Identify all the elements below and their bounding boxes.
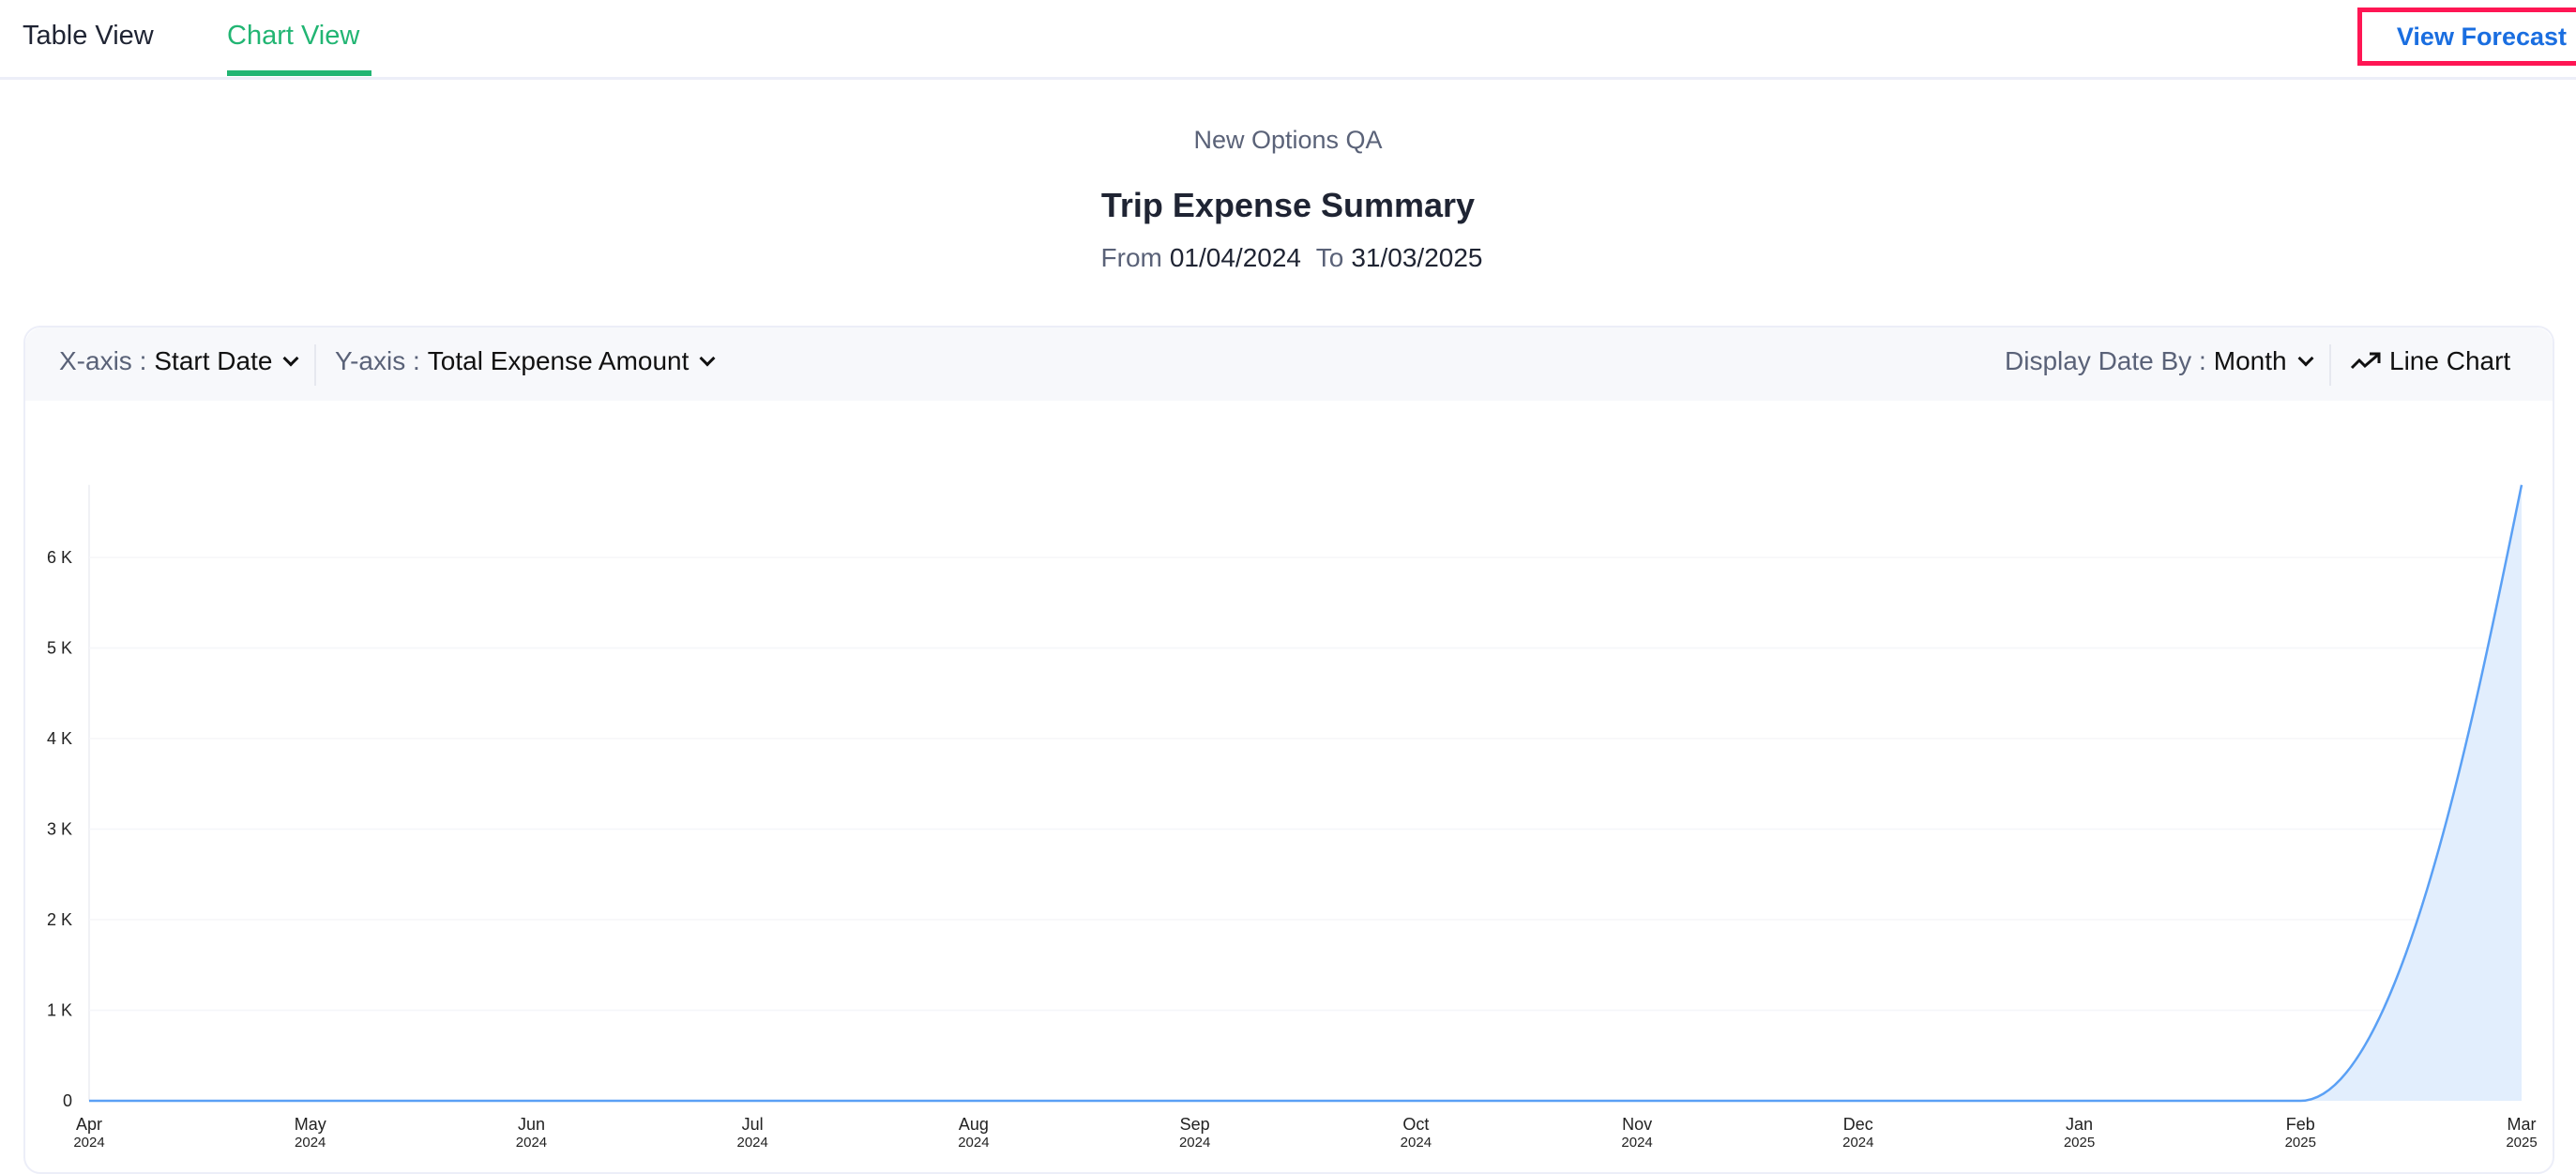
report-title: Trip Expense Summary	[1100, 186, 1476, 224]
x-axis-value: Start Date	[154, 346, 273, 375]
x-tick-year: 2024	[295, 1135, 326, 1151]
x-tick-month: Apr	[76, 1115, 102, 1134]
to-date: 31/03/2025	[1351, 243, 1483, 272]
trending-up-icon	[2350, 352, 2381, 370]
to-label: To	[1315, 243, 1344, 272]
divider	[2329, 344, 2331, 386]
chart-type-selector[interactable]: Line Chart	[2350, 346, 2510, 376]
y-tick-label: 1 K	[47, 1001, 72, 1020]
active-tab-indicator	[227, 70, 371, 76]
x-tick-month: Sep	[1180, 1115, 1210, 1134]
x-tick-month: Feb	[2286, 1115, 2315, 1134]
display-date-label: Display Date By :	[2005, 346, 2206, 375]
x-tick-month: Oct	[1402, 1115, 1429, 1134]
series-line	[89, 484, 2523, 1103]
x-tick-year: 2024	[1842, 1135, 1873, 1151]
chart-toolbar: X-axis : Start Date Y-axis : Total Expen…	[25, 328, 2553, 401]
x-tick-month: Dec	[1843, 1115, 1873, 1134]
x-tick-month: Aug	[959, 1115, 989, 1134]
from-label: From	[1100, 243, 1162, 272]
x-tick-month: May	[295, 1115, 326, 1134]
x-tick-year: 2024	[1621, 1135, 1652, 1151]
tab-table-view[interactable]: Table View	[23, 21, 154, 51]
x-axis-selector[interactable]: X-axis : Start Date	[59, 346, 299, 376]
x-tick-year: 2024	[1401, 1135, 1432, 1151]
y-tick-label: 3 K	[47, 820, 72, 839]
tab-chart-view[interactable]: Chart View	[227, 21, 360, 51]
divider	[314, 344, 316, 386]
y-tick-label: 0	[63, 1091, 72, 1110]
series-area	[89, 484, 2522, 1101]
x-tick-year: 2025	[2285, 1135, 2316, 1151]
y-axis-selector[interactable]: Y-axis : Total Expense Amount	[335, 346, 716, 376]
display-date-selector[interactable]: Display Date By : Month	[2005, 346, 2314, 376]
x-tick-month: Jun	[518, 1115, 545, 1134]
org-name: New Options QA	[1193, 126, 1383, 154]
view-forecast-label: View Forecast	[2396, 22, 2567, 51]
x-tick-month: Nov	[1622, 1115, 1652, 1134]
y-tick-label: 5 K	[47, 639, 72, 658]
x-tick-month: Mar	[2508, 1115, 2537, 1134]
view-forecast-link[interactable]: View Forecast	[2357, 8, 2576, 66]
x-tick-year: 2024	[73, 1135, 104, 1151]
x-tick-year: 2025	[2506, 1135, 2537, 1151]
x-tick-month: Jan	[2066, 1115, 2093, 1134]
y-tick-label: 4 K	[47, 729, 72, 748]
y-tick-label: 2 K	[47, 910, 72, 929]
chart-type-label: Line Chart	[2389, 346, 2511, 375]
chart-card: X-axis : Start Date Y-axis : Total Expen…	[23, 326, 2554, 1174]
y-tick-label: 6 K	[47, 548, 72, 567]
x-tick-year: 2024	[958, 1135, 989, 1151]
x-tick-year: 2024	[1179, 1135, 1210, 1151]
date-range: From 01/04/2024 To 31/03/2025	[0, 243, 2576, 273]
x-tick-year: 2025	[2064, 1135, 2095, 1151]
y-axis-label: Y-axis :	[335, 346, 420, 375]
display-date-value: Month	[2213, 346, 2287, 375]
from-date: 01/04/2024	[1169, 243, 1301, 272]
x-tick-month: Jul	[742, 1115, 764, 1134]
y-axis-value: Total Expense Amount	[427, 346, 689, 375]
view-tabs: Table View Chart View	[0, 0, 2576, 80]
x-tick-year: 2024	[516, 1135, 547, 1151]
x-tick-year: 2024	[736, 1135, 767, 1151]
x-axis-label: X-axis :	[59, 346, 147, 375]
